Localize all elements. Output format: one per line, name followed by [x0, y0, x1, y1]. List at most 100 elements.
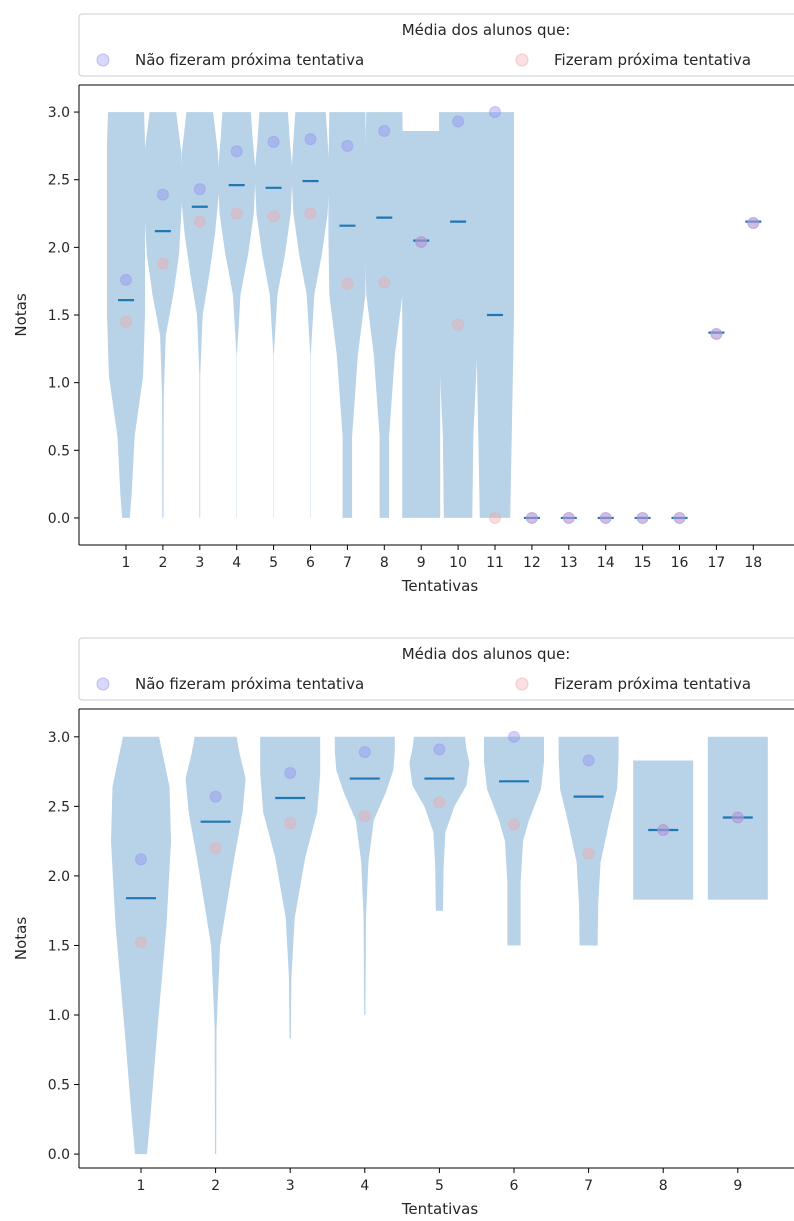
y-tick-label: 0.5 — [48, 1078, 70, 1094]
legend: Média dos alunos que: Não fizeram próxima… — [79, 14, 794, 76]
x-tick-label: 18 — [744, 555, 762, 571]
marker-nao-fizeram-4 — [359, 747, 370, 758]
x-axis-label: Tentativas — [401, 1200, 479, 1218]
x-tick-label: 5 — [269, 555, 278, 571]
y-tick-label: 2.5 — [48, 173, 70, 189]
marker-nao-fizeram-17 — [711, 328, 722, 339]
x-tick-label: 1 — [137, 1178, 146, 1194]
marker-fizeram-7 — [583, 848, 594, 859]
marker-nao-fizeram-5 — [434, 744, 445, 755]
violin-chart-attempts-top: Média dos alunos que: Não fizeram próxima… — [0, 0, 794, 610]
marker-fizeram-2 — [210, 843, 221, 854]
violins — [107, 112, 514, 518]
marker-nao-fizeram-8 — [379, 126, 390, 137]
x-tick-label: 9 — [733, 1178, 742, 1194]
marker-nao-fizeram-1 — [136, 854, 147, 865]
x-tick-label: 11 — [486, 555, 504, 571]
violin-2 — [144, 112, 182, 518]
y-tick-label: 0.0 — [48, 511, 70, 527]
marker-nao-fizeram-3 — [285, 767, 296, 778]
marker-fizeram-8 — [379, 277, 390, 288]
x-axis-label: Tentativas — [401, 577, 479, 595]
x-tick-label: 8 — [380, 555, 389, 571]
violin-5 — [255, 112, 293, 518]
marker-nao-fizeram-11 — [490, 107, 501, 118]
x-tick-label: 6 — [306, 555, 315, 571]
marker-nao-fizeram-7 — [342, 140, 353, 151]
legend-marker-2 — [516, 54, 528, 66]
marker-nao-fizeram-10 — [453, 116, 464, 127]
marker-nao-fizeram-1 — [121, 274, 132, 285]
x-tick-label: 5 — [435, 1178, 444, 1194]
marker-nao-fizeram-13 — [563, 512, 574, 523]
marker-fizeram-1 — [136, 937, 147, 948]
marker-nao-fizeram-16 — [674, 512, 685, 523]
violin-6 — [292, 112, 330, 518]
x-tick-label: 13 — [560, 555, 578, 571]
y-tick-label: 1.0 — [48, 376, 70, 392]
legend-marker-1 — [97, 54, 109, 66]
marker-nao-fizeram-5 — [268, 136, 279, 147]
x-tick-label: 16 — [671, 555, 689, 571]
violin-10 — [439, 112, 477, 518]
violin-1 — [107, 112, 145, 518]
marker-fizeram-2 — [157, 258, 168, 269]
marker-fizeram-6 — [305, 208, 316, 219]
marker-nao-fizeram-8 — [658, 825, 669, 836]
legend-label-2: Fizeram próxima tentativa — [554, 51, 751, 69]
violin-7 — [328, 112, 366, 518]
x-tick-label: 12 — [523, 555, 541, 571]
violin-8 — [365, 112, 403, 518]
x-tick-label: 10 — [449, 555, 467, 571]
y-tick-label: 2.0 — [48, 240, 70, 256]
violin-5 — [409, 737, 469, 911]
y-tick-label: 3.0 — [48, 105, 70, 121]
marker-fizeram-10 — [453, 319, 464, 330]
marker-nao-fizeram-2 — [157, 189, 168, 200]
y-tick-label: 2.0 — [48, 869, 70, 885]
marker-fizeram-3 — [194, 216, 205, 227]
x-tick-label: 9 — [417, 555, 426, 571]
violin-9 — [402, 131, 440, 518]
legend-label-1: Não fizeram próxima tentativa — [135, 675, 364, 693]
x-tick-label: 4 — [360, 1178, 369, 1194]
y-tick-label: 1.0 — [48, 1008, 70, 1024]
marker-nao-fizeram-18 — [748, 218, 759, 229]
x-tick-label: 7 — [584, 1178, 593, 1194]
marker-nao-fizeram-15 — [637, 512, 648, 523]
marker-fizeram-3 — [285, 818, 296, 829]
marker-nao-fizeram-9 — [416, 236, 427, 247]
marker-nao-fizeram-9 — [732, 812, 743, 823]
violin-3 — [181, 112, 219, 518]
marker-fizeram-5 — [434, 797, 445, 808]
marker-fizeram-7 — [342, 278, 353, 289]
x-tick-label: 15 — [634, 555, 652, 571]
marker-nao-fizeram-4 — [231, 146, 242, 157]
chart-canvas: Média dos alunos que: Não fizeram próxima… — [0, 610, 794, 1221]
y-tick-label: 2.5 — [48, 799, 70, 815]
y-tick-label: 0.5 — [48, 443, 70, 459]
chart-canvas: Média dos alunos que: Não fizeram próxima… — [0, 0, 794, 610]
x-tick-label: 17 — [707, 555, 725, 571]
x-tick-label: 3 — [195, 555, 204, 571]
x-tick-label: 7 — [343, 555, 352, 571]
marker-fizeram-11 — [490, 512, 501, 523]
x-tick-label: 14 — [597, 555, 615, 571]
marker-fizeram-1 — [121, 316, 132, 327]
marker-fizeram-6 — [509, 819, 520, 830]
x-tick-label: 3 — [286, 1178, 295, 1194]
legend-title: Média dos alunos que: — [402, 645, 571, 663]
y-axis-label: Notas — [12, 917, 30, 960]
x-tick-label: 6 — [510, 1178, 519, 1194]
y-tick-label: 1.5 — [48, 938, 70, 954]
y-tick-label: 3.0 — [48, 730, 70, 746]
marker-nao-fizeram-6 — [509, 731, 520, 742]
legend-marker-2 — [516, 678, 528, 690]
x-tick-label: 2 — [158, 555, 167, 571]
marker-nao-fizeram-14 — [600, 512, 611, 523]
marker-fizeram-4 — [231, 208, 242, 219]
y-axis-label: Notas — [12, 293, 30, 336]
legend-marker-1 — [97, 678, 109, 690]
violin-3 — [260, 737, 320, 1039]
legend-label-2: Fizeram próxima tentativa — [554, 675, 751, 693]
